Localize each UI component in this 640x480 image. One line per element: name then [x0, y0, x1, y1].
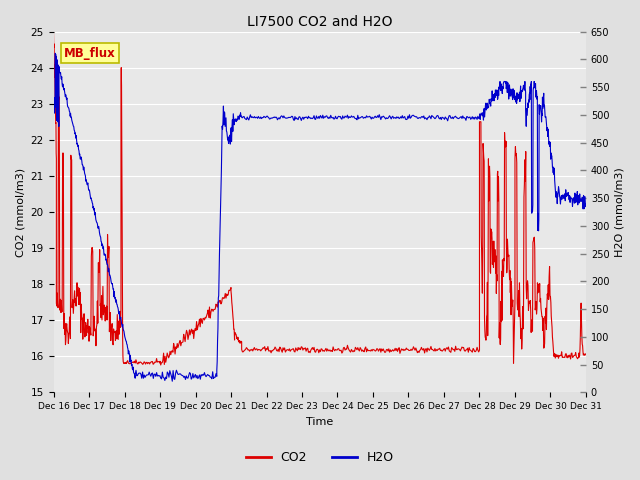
Title: LI7500 CO2 and H2O: LI7500 CO2 and H2O [247, 15, 392, 29]
Legend: CO2, H2O: CO2, H2O [241, 446, 399, 469]
Text: MB_flux: MB_flux [64, 47, 116, 60]
Y-axis label: CO2 (mmol/m3): CO2 (mmol/m3) [15, 168, 25, 256]
Y-axis label: H2O (mmol/m3): H2O (mmol/m3) [615, 167, 625, 257]
X-axis label: Time: Time [306, 417, 333, 427]
